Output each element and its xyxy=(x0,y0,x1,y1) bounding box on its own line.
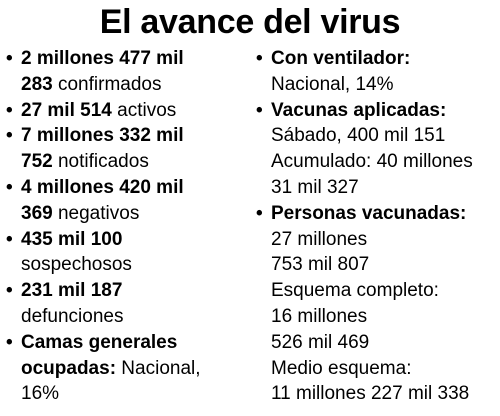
stat-camas-generales: • Camas generales ocupadas: Nacional, 16… xyxy=(6,330,254,407)
stat-line: 31 mil 327 xyxy=(271,176,359,198)
stat-line: 11 millones 227 mil 338 xyxy=(271,383,470,405)
bullet-glyph: • xyxy=(6,331,13,353)
stat-defunciones: • 231 mil 187 defunciones xyxy=(6,278,254,330)
stat-label: confirmados xyxy=(52,73,162,95)
stat-line: 526 mil 469 xyxy=(271,331,370,353)
stat-notificados: • 7 millones 332 mil 752 notificados xyxy=(6,123,254,175)
stat-vacunas-aplicadas: • Vacunas aplicadas: Sábado, 400 mil 151… xyxy=(256,98,500,201)
stat-activos: • 27 mil 514 activos xyxy=(6,98,254,124)
bullet-glyph: • xyxy=(6,176,13,198)
stat-heading: Vacunas aplicadas: xyxy=(271,99,447,121)
stat-label: defunciones xyxy=(21,305,124,327)
stat-line: Sábado, 400 mil 151 xyxy=(271,125,446,147)
stat-ventilador: • Con ventilador: Nacional, 14% xyxy=(256,46,500,98)
stat-label: notificados xyxy=(52,151,149,173)
stat-line: 27 millones xyxy=(271,228,368,250)
stat-heading-line2: ocupadas: xyxy=(21,357,117,379)
stat-heading: Personas vacunadas: xyxy=(271,202,467,224)
left-column: • 2 millones 477 mil 283 confirmados • 2… xyxy=(6,46,254,407)
bullet-glyph: • xyxy=(256,48,263,69)
stat-value-line1: 231 mil 187 xyxy=(21,280,123,302)
stat-value-line2: 369 xyxy=(21,202,53,224)
stat-line: Acumulado: 40 millones xyxy=(271,151,473,173)
stat-confirmados: • 2 millones 477 mil 283 confirmados xyxy=(6,46,254,98)
stat-value-line2: 752 xyxy=(21,151,53,173)
bullet-glyph: • xyxy=(256,202,263,224)
stat-line: Medio esquema: xyxy=(271,357,412,379)
stat-personas-vacunadas: • Personas vacunadas: 27 millones 753 mi… xyxy=(256,201,500,407)
stat-negativos: • 4 millones 420 mil 369 negativos xyxy=(6,175,254,227)
stat-label: sospechosos xyxy=(21,254,132,276)
bullet-glyph: • xyxy=(6,125,13,147)
stat-label: activos xyxy=(111,99,177,121)
stat-value-line2: 283 xyxy=(21,73,53,95)
stat-value-line1: 4 millones 420 mil xyxy=(21,176,184,198)
bullet-glyph: • xyxy=(256,99,263,121)
stat-value-line1: 7 millones 332 mil xyxy=(21,125,184,147)
stat-value-line1: 435 mil 100 xyxy=(21,228,123,250)
page-title: El avance del virus xyxy=(99,3,401,41)
stat-value: Nacional, 14% xyxy=(271,73,394,95)
stat-label: Nacional, xyxy=(116,357,201,379)
stat-line: 753 mil 807 xyxy=(271,254,370,276)
stat-value-line1: 2 millones 477 mil xyxy=(21,48,184,69)
stat-sospechosos: • 435 mil 100 sospechosos xyxy=(6,227,254,279)
stat-heading: Con ventilador: xyxy=(271,48,411,69)
stat-value: 16% xyxy=(21,383,60,405)
stat-line: 16 millones xyxy=(271,305,368,327)
stat-value-line1: 27 mil 514 xyxy=(21,99,112,121)
bullet-glyph: • xyxy=(6,228,13,250)
bullet-glyph: • xyxy=(6,280,13,302)
stat-heading-line1: Camas generales xyxy=(21,331,178,353)
stat-line: Esquema completo: xyxy=(271,280,439,302)
bullet-glyph: • xyxy=(6,48,13,69)
right-column: • Con ventilador: Nacional, 14% • Vacuna… xyxy=(256,46,500,407)
stat-label: negativos xyxy=(52,202,140,224)
bullet-glyph: • xyxy=(6,99,13,121)
